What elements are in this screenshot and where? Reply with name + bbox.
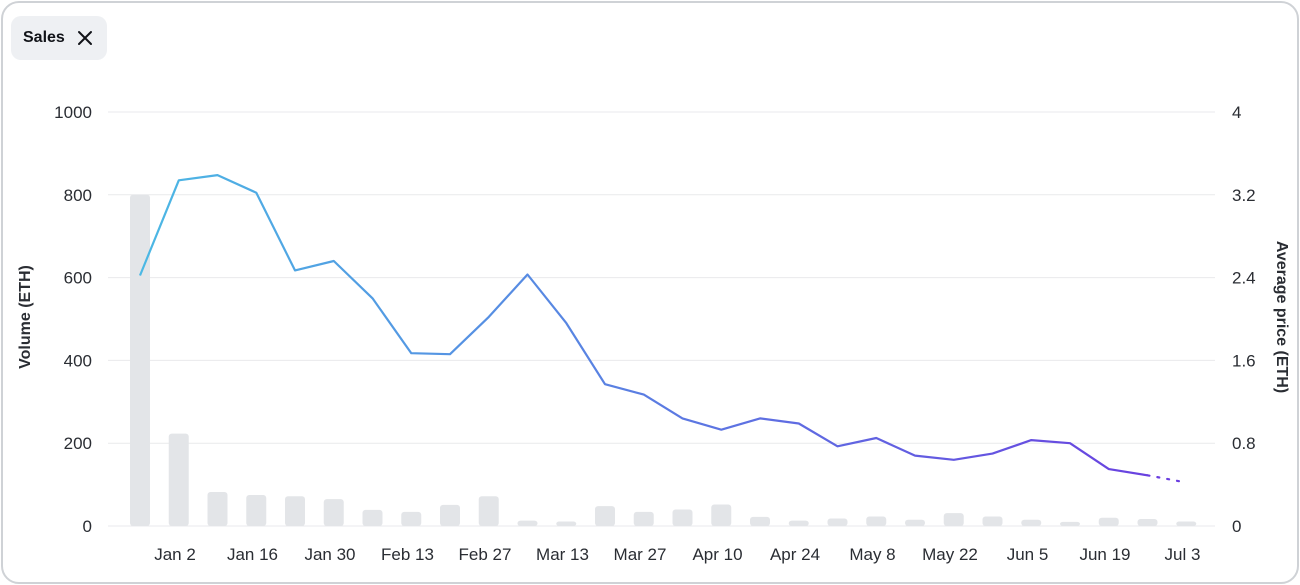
x-tick-label: Jul 3 [1165, 545, 1201, 564]
x-tick-label: Feb 13 [381, 545, 434, 564]
y-right-tick-label: 3.2 [1232, 186, 1256, 205]
right-axis-ticks: 4 3.2 2.4 1.6 0.8 0 [1232, 103, 1256, 536]
y-right-tick-label: 0.8 [1232, 434, 1256, 453]
volume-bar [866, 516, 887, 526]
x-tick-label: May 22 [922, 545, 978, 564]
x-axis-ticks: Jan 2 Jan 16 Jan 30 Feb 13 Feb 27 Mar 13 Mar 2… [154, 545, 1200, 564]
volume-bar [1098, 517, 1119, 526]
volume-bar [517, 520, 538, 526]
volume-bar [827, 518, 848, 526]
y-right-tick-label: 2.4 [1232, 269, 1256, 288]
volume-bar [1137, 518, 1158, 526]
average-price-line [138, 174, 1188, 484]
volume-bar [401, 511, 422, 526]
y-left-tick-label: 1000 [54, 103, 92, 122]
x-tick-label: Apr 10 [692, 545, 742, 564]
y-left-axis-title: Volume (ETH) [17, 265, 34, 369]
volume-bar [556, 521, 577, 526]
y-left-tick-label: 600 [64, 269, 92, 288]
y-right-tick-label: 0 [1232, 517, 1241, 536]
sales-filter-chip[interactable]: Sales [11, 16, 107, 60]
average-price-series-line [138, 174, 1148, 477]
sales-filter-label: Sales [23, 29, 65, 46]
volume-bar [362, 509, 383, 526]
x-tick-label: Jan 16 [227, 545, 278, 564]
volume-bar [788, 520, 809, 526]
volume-bar [1176, 521, 1197, 526]
volume-bar [285, 496, 305, 526]
volume-bar [1060, 521, 1080, 526]
close-icon[interactable] [77, 30, 93, 46]
average-price-projected-segment [1146, 474, 1188, 484]
y-right-tick-label: 4 [1232, 103, 1241, 122]
left-axis-ticks: 1000 800 600 400 200 0 [54, 103, 92, 536]
volume-bar [711, 504, 732, 526]
x-tick-label: Mar 13 [536, 545, 589, 564]
x-tick-label: Jun 19 [1079, 545, 1130, 564]
x-tick-label: May 8 [849, 545, 895, 564]
x-tick-label: Apr 24 [770, 545, 820, 564]
volume-bar [595, 506, 615, 526]
y-right-tick-label: 1.6 [1232, 351, 1256, 370]
volume-bar [207, 492, 228, 526]
x-tick-label: Jan 2 [154, 545, 196, 564]
x-tick-label: Mar 27 [614, 545, 667, 564]
x-tick-label: Jan 30 [304, 545, 355, 564]
y-left-tick-label: 200 [64, 434, 92, 453]
volume-bars [130, 194, 1197, 527]
volume-bar [323, 499, 344, 526]
y-left-tick-label: 400 [64, 351, 92, 370]
volume-bar [130, 194, 150, 527]
volume-bar [1021, 519, 1042, 526]
y-left-tick-label: 0 [83, 517, 92, 536]
volume-bar [168, 433, 189, 526]
volume-bar [246, 494, 267, 526]
volume-bar [982, 516, 1003, 526]
y-left-tick-label: 800 [64, 186, 92, 205]
grid-lines [108, 111, 1215, 527]
volume-bar [905, 519, 925, 526]
volume-bar [633, 511, 654, 526]
volume-bar [440, 504, 460, 526]
x-tick-label: Jun 5 [1007, 545, 1049, 564]
x-tick-label: Feb 27 [459, 545, 512, 564]
volume-bar [478, 496, 499, 526]
volume-bar [672, 509, 693, 526]
y-right-axis-title: Average price (ETH) [1273, 241, 1290, 393]
volume-bar [943, 513, 964, 526]
volume-bar [750, 516, 770, 526]
